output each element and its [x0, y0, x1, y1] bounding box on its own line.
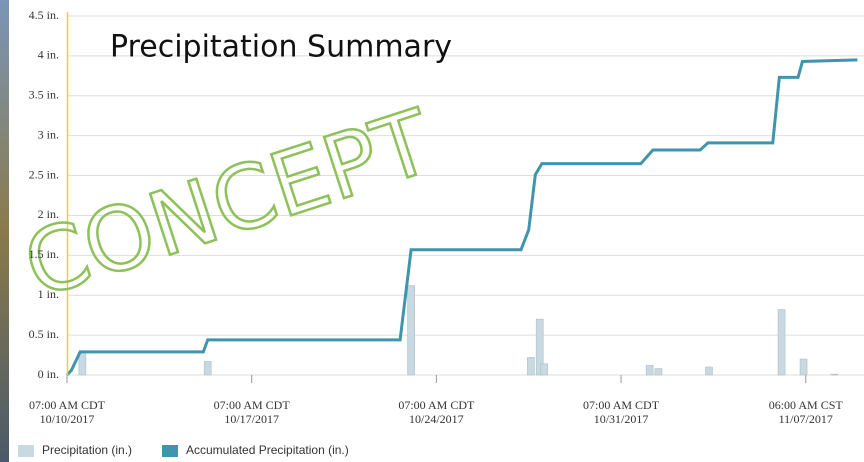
bar	[541, 364, 548, 375]
y-tick-label: 0 in.	[38, 367, 59, 381]
y-tick-label: 4 in.	[38, 48, 59, 62]
bar	[408, 286, 415, 375]
bar	[778, 310, 785, 375]
legend-label: Accumulated Precipitation (in.)	[186, 443, 349, 457]
x-tick-label: 06:00 AM CST 11/07/2017	[741, 398, 864, 426]
legend-swatch	[18, 445, 34, 457]
chart: Precipitation Summary CONCEPT 0 in. 0.5 i…	[0, 0, 864, 462]
bar	[655, 369, 662, 375]
background-strip	[0, 0, 9, 462]
watermark: CONCEPT	[12, 89, 445, 317]
y-tick-label: 0.5 in.	[29, 327, 59, 341]
x-tick-label: 07:00 AM CDT 10/31/2017	[556, 398, 686, 426]
x-tick-label: 07:00 AM CDT 10/17/2017	[187, 398, 317, 426]
y-tick-label: 3 in.	[38, 127, 59, 141]
y-tick-label: 3.5 in.	[29, 88, 59, 102]
page: Precipitation Summary CONCEPT 0 in. 0.5 i…	[0, 0, 864, 462]
y-tick-label: 4.5 in.	[29, 8, 59, 22]
bar	[800, 359, 807, 375]
y-tick-label: 2 in.	[38, 207, 59, 221]
chart-title: Precipitation Summary	[110, 30, 452, 65]
x-tick-label: 07:00 AM CDT 10/10/2017	[2, 398, 132, 426]
y-tick-label: 2.5 in.	[29, 167, 59, 181]
bar	[831, 374, 838, 375]
legend-label: Precipitation (in.)	[42, 443, 132, 457]
x-tick-label: 07:00 AM CDT 10/24/2017	[371, 398, 501, 426]
bar	[646, 365, 653, 375]
y-tick-label: 1.5 in.	[29, 247, 59, 261]
bar	[79, 353, 86, 375]
bar	[527, 357, 534, 375]
y-tick-label: 1 in.	[38, 287, 59, 301]
bar	[705, 367, 712, 375]
bar	[204, 361, 211, 375]
legend-swatch	[162, 445, 178, 457]
